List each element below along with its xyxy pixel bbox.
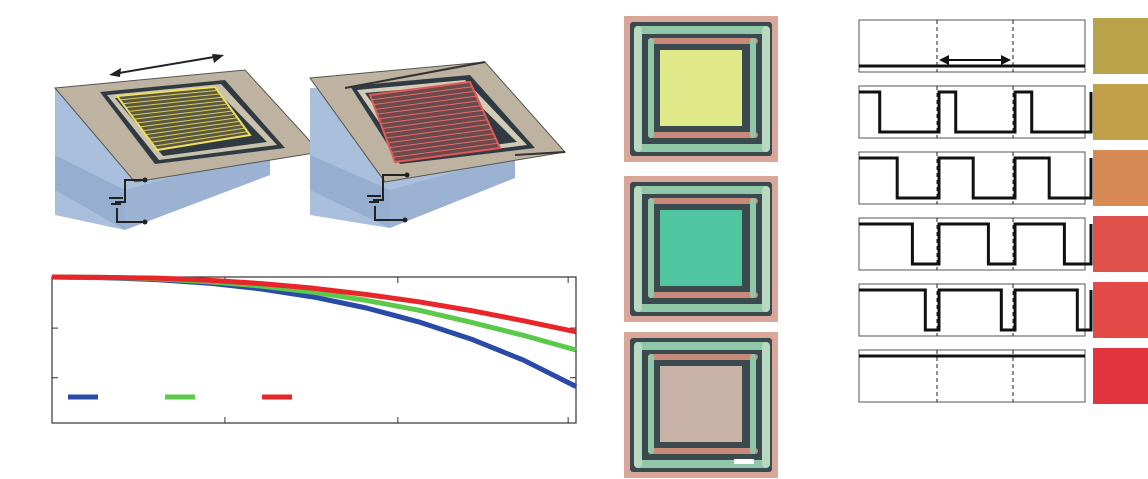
micrograph-2 <box>624 332 778 478</box>
waveform-row-1 <box>858 84 1148 140</box>
micrograph-0 <box>624 16 778 162</box>
right-device <box>309 61 566 228</box>
color-swatch-2 <box>1093 150 1148 206</box>
waveform-row-3 <box>858 216 1148 272</box>
micrograph-column <box>622 14 782 479</box>
waveform-row-5 <box>858 348 1148 404</box>
color-swatch-5 <box>1093 348 1148 404</box>
waveform-trace-4 <box>859 288 1093 332</box>
waveform-row-2 <box>858 150 1148 206</box>
waveform-row-4 <box>858 282 1148 338</box>
waveform-row-0 <box>858 18 1148 74</box>
color-swatch-1 <box>1093 84 1148 140</box>
left-device <box>53 54 321 230</box>
micrograph-core-1 <box>660 210 742 286</box>
micrograph-1 <box>624 176 778 322</box>
color-swatch-4 <box>1093 282 1148 338</box>
device-schematic-panel <box>45 40 605 240</box>
line-chart <box>51 274 578 424</box>
device-schematic-drawing <box>53 54 566 230</box>
waveform-trace-2 <box>859 156 1093 200</box>
waveform-trace-1 <box>859 90 1093 134</box>
waveform-stack <box>858 18 1148 404</box>
color-swatch-0 <box>1093 18 1148 74</box>
line-chart-panel <box>40 262 590 432</box>
waveform-trace-3 <box>859 222 1093 266</box>
micrograph-core-2 <box>660 366 742 442</box>
micrograph-images <box>624 16 778 478</box>
series-line-2 <box>51 274 577 335</box>
waveform-panel <box>855 14 1148 414</box>
micrograph-core-0 <box>660 50 742 126</box>
color-swatch-3 <box>1093 216 1148 272</box>
scale-bar <box>734 459 754 464</box>
chart-series-group <box>51 274 578 389</box>
